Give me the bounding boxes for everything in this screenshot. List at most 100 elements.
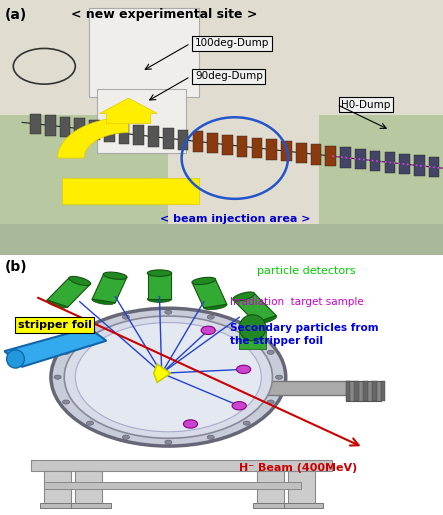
Bar — [0, 0, 443, 225]
Ellipse shape — [47, 299, 69, 308]
Bar — [60, 117, 70, 137]
Polygon shape — [4, 328, 106, 367]
Bar — [381, 381, 385, 401]
Bar — [354, 381, 359, 401]
Bar — [311, 144, 321, 165]
Text: Irradiation  target sample: Irradiation target sample — [230, 297, 364, 307]
Ellipse shape — [255, 315, 277, 323]
Bar — [355, 149, 365, 169]
Ellipse shape — [203, 302, 227, 310]
Bar — [284, 503, 323, 508]
Bar — [237, 136, 248, 157]
Circle shape — [207, 435, 214, 439]
Bar — [252, 138, 262, 158]
Circle shape — [207, 315, 214, 319]
Bar — [75, 471, 102, 505]
Bar — [346, 381, 350, 401]
Ellipse shape — [7, 350, 24, 368]
Ellipse shape — [92, 297, 116, 304]
Bar — [104, 122, 115, 142]
Bar — [414, 156, 425, 176]
Circle shape — [51, 308, 286, 446]
Polygon shape — [62, 179, 199, 204]
Bar — [89, 120, 100, 141]
Text: < new experimental site >: < new experimental site > — [71, 8, 257, 21]
Bar — [40, 503, 80, 508]
Polygon shape — [47, 278, 90, 307]
Bar — [363, 381, 368, 401]
Polygon shape — [0, 225, 443, 255]
Text: H0-Dump: H0-Dump — [341, 99, 390, 110]
Polygon shape — [58, 117, 128, 158]
Bar — [257, 471, 284, 505]
Bar — [372, 381, 377, 401]
Bar — [429, 157, 439, 178]
Bar — [133, 125, 144, 145]
Bar — [74, 118, 85, 139]
Bar — [44, 471, 71, 505]
Bar — [346, 381, 381, 401]
Bar — [326, 146, 336, 166]
Text: the stripper foil: the stripper foil — [230, 336, 323, 346]
Circle shape — [276, 375, 283, 379]
Circle shape — [122, 315, 129, 319]
FancyArrow shape — [100, 98, 157, 124]
Circle shape — [86, 421, 93, 425]
Bar — [44, 483, 301, 489]
Text: (a): (a) — [4, 8, 27, 22]
Bar — [266, 381, 354, 396]
Circle shape — [122, 435, 129, 439]
Bar — [296, 143, 307, 163]
Circle shape — [86, 329, 93, 333]
Bar — [288, 471, 315, 505]
Bar — [207, 133, 218, 153]
Text: 90deg-Dump: 90deg-Dump — [195, 72, 263, 81]
Bar — [266, 140, 277, 160]
Bar — [163, 128, 174, 148]
Circle shape — [62, 400, 70, 404]
Bar — [370, 151, 381, 171]
Bar — [178, 130, 188, 150]
Ellipse shape — [147, 270, 172, 277]
Ellipse shape — [147, 296, 172, 302]
Circle shape — [267, 350, 274, 354]
Bar — [148, 127, 159, 147]
Bar — [340, 147, 351, 168]
Polygon shape — [233, 293, 276, 322]
Bar — [239, 325, 266, 349]
Bar — [193, 131, 203, 152]
Polygon shape — [154, 364, 171, 382]
Bar — [31, 460, 332, 471]
Ellipse shape — [192, 277, 216, 285]
Polygon shape — [319, 115, 443, 225]
Text: (b): (b) — [4, 260, 27, 274]
Bar — [97, 89, 186, 153]
Polygon shape — [92, 274, 127, 303]
Polygon shape — [148, 273, 171, 299]
Circle shape — [243, 329, 250, 333]
Circle shape — [165, 440, 172, 444]
Circle shape — [75, 322, 261, 432]
Ellipse shape — [103, 272, 127, 279]
Text: particle detectors: particle detectors — [257, 266, 355, 276]
Bar — [30, 114, 41, 134]
Bar — [281, 141, 292, 161]
Polygon shape — [192, 279, 227, 308]
Circle shape — [243, 421, 250, 425]
Bar — [399, 154, 410, 174]
Text: Secondary particles from: Secondary particles from — [230, 323, 379, 333]
Circle shape — [183, 420, 198, 428]
Text: < beam injection area >: < beam injection area > — [159, 214, 310, 224]
Circle shape — [165, 310, 172, 314]
Text: 100deg-Dump: 100deg-Dump — [195, 38, 269, 48]
Ellipse shape — [239, 315, 266, 341]
Bar — [253, 503, 292, 508]
Bar — [119, 123, 129, 144]
Bar — [222, 134, 233, 155]
Circle shape — [201, 326, 215, 335]
Circle shape — [64, 316, 272, 438]
Circle shape — [62, 350, 70, 354]
Polygon shape — [0, 115, 168, 255]
Circle shape — [232, 402, 246, 410]
Circle shape — [267, 400, 274, 404]
